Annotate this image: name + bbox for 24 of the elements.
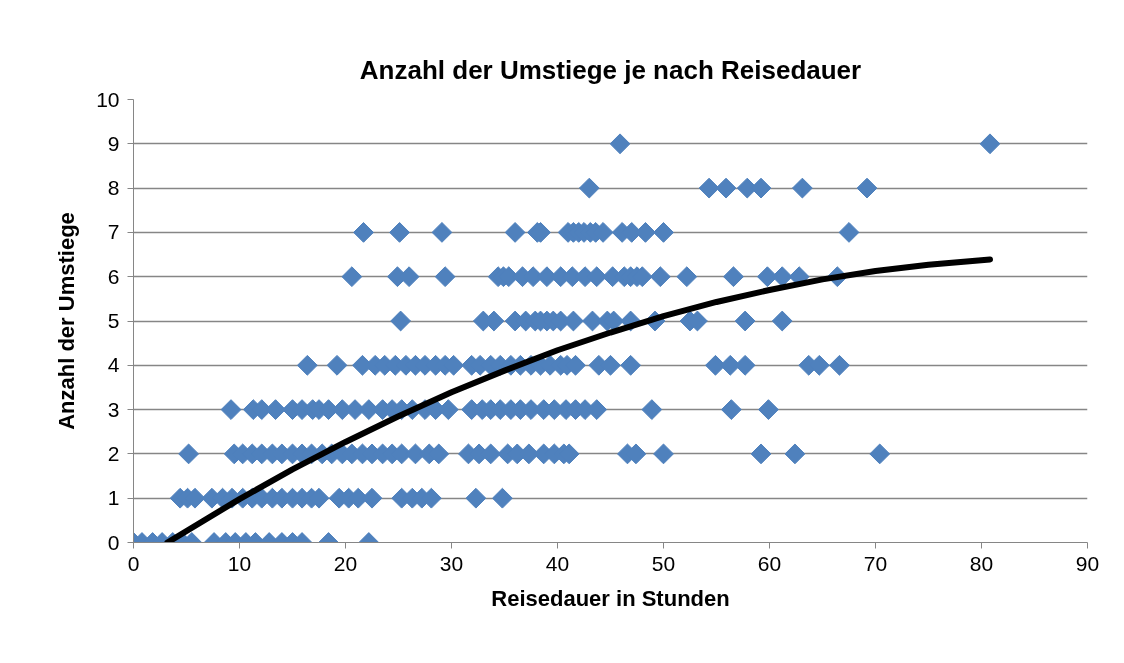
x-tick-label: 50: [651, 551, 676, 575]
y-tick-label: 10: [96, 87, 120, 111]
y-tick-label: 5: [107, 309, 120, 332]
x-tick-label: 80: [969, 551, 994, 575]
x-tick-label: 0: [127, 551, 140, 575]
x-axis-title: Reisedauer in Stunden: [491, 585, 730, 611]
y-tick-label: 8: [107, 176, 120, 200]
y-tick-label: 0: [107, 530, 120, 554]
y-tick-label: 7: [107, 220, 120, 244]
y-tick-label: 3: [107, 397, 120, 421]
y-tick-label: 2: [107, 441, 120, 465]
x-tick-label: 20: [333, 551, 358, 575]
x-tick-label: 60: [757, 551, 782, 575]
y-tick-label: 6: [107, 264, 120, 288]
x-tick-label: 30: [439, 551, 464, 575]
x-tick-label: 10: [227, 551, 252, 575]
chart-title: Anzahl der Umstiege je nach Reisedauer: [359, 54, 862, 85]
x-tick-label: 40: [545, 551, 570, 575]
x-tick-label: 90: [1075, 551, 1100, 575]
x-tick-label: 70: [863, 551, 888, 575]
y-axis-title: Anzahl der Umstiege: [54, 212, 80, 430]
y-tick-label: 4: [107, 353, 120, 377]
y-tick-label: 9: [107, 131, 120, 155]
y-tick-label: 1: [107, 486, 120, 510]
